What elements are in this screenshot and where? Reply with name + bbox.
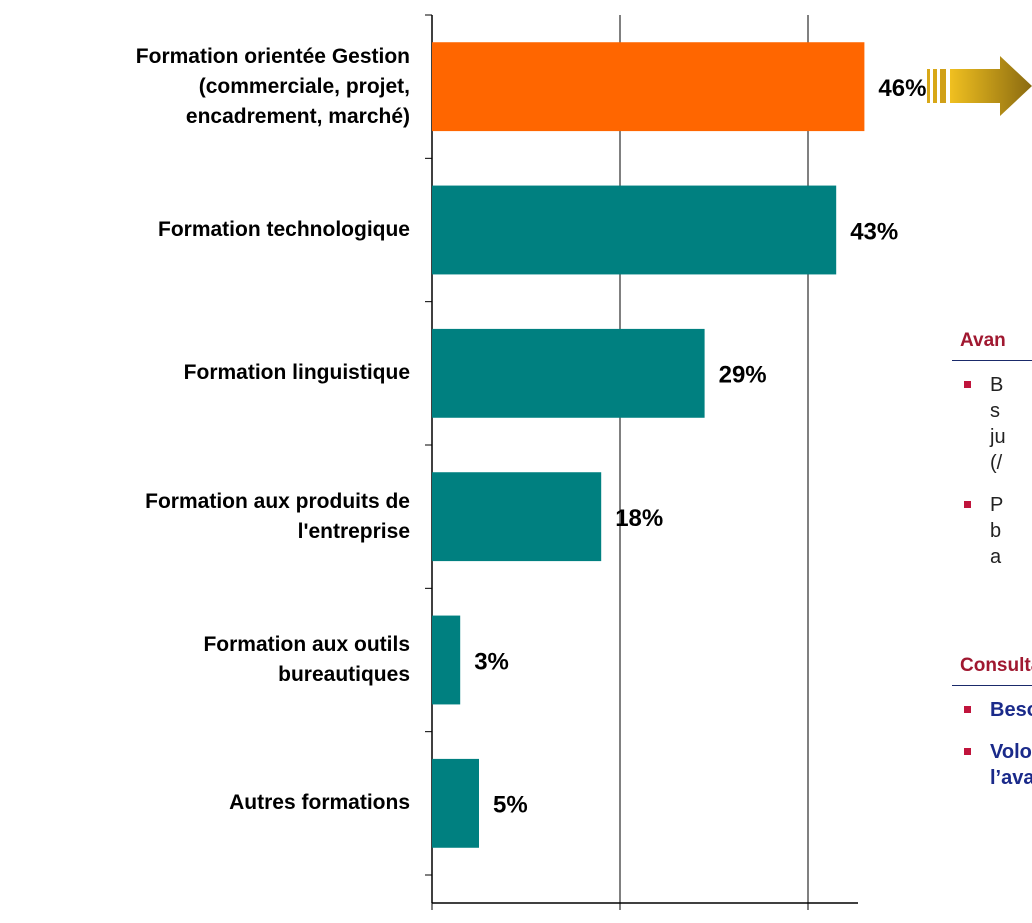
item-text: l’avant (990, 767, 1032, 789)
value-label: 18% (615, 505, 663, 532)
bar (432, 42, 865, 132)
value-label: 43% (850, 218, 898, 245)
item-text: ju (990, 426, 1006, 448)
bar (432, 758, 479, 848)
arrow (927, 56, 1032, 116)
item-text: Besoi (990, 699, 1032, 721)
category-label: Autres formations (229, 791, 410, 815)
section-heading: Avan (960, 330, 1006, 351)
bullet (964, 706, 971, 713)
bar (432, 328, 705, 418)
category-label: Formation aux outils bureautiques (203, 633, 410, 686)
item-text: b (990, 520, 1002, 542)
bullet (964, 501, 971, 508)
category-label: Formation aux produits de l'entreprise (145, 489, 410, 543)
bar (432, 472, 602, 562)
section-heading: Consultan (960, 655, 1032, 676)
item-text: (/ (990, 452, 1003, 474)
item-text: s (990, 400, 1000, 422)
heading-rule (952, 360, 1032, 361)
heading-rule (952, 685, 1032, 686)
item-text: P (990, 494, 1004, 516)
bullet (964, 748, 971, 755)
bar (432, 185, 837, 275)
category-label: Formation technologique (158, 218, 410, 241)
bar (432, 615, 461, 705)
value-label: 5% (493, 792, 528, 819)
category-label: Formation linguistique (183, 361, 410, 385)
value-label: 3% (474, 648, 509, 675)
item-text: B (990, 374, 1004, 396)
category-label: Formation orientée Gestion (commerciale,… (135, 44, 410, 128)
value-label: 29% (719, 362, 767, 389)
bullet (964, 381, 971, 388)
item-text: a (990, 546, 1002, 568)
item-text: Volont (990, 741, 1032, 763)
value-label: 46% (878, 75, 926, 102)
